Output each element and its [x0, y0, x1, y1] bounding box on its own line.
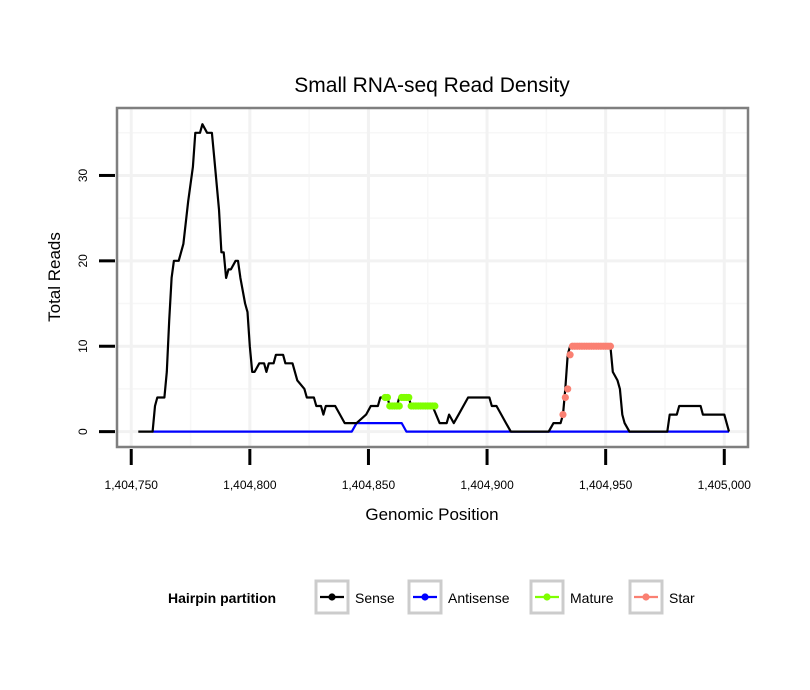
data-point-star	[564, 385, 572, 393]
data-point-star	[606, 342, 615, 350]
x-tick-label: 1,404,750	[105, 478, 159, 492]
x-tick-label: 1,405,000	[698, 478, 752, 492]
series-points-mature	[381, 393, 439, 410]
grid-lines	[117, 108, 748, 447]
data-point-star	[561, 393, 569, 402]
data-point-mature	[395, 402, 403, 410]
data-point-mature	[431, 402, 439, 410]
data-point-star	[559, 410, 567, 419]
legend-item-star: Star	[628, 579, 695, 615]
legend-key-point	[642, 593, 650, 601]
y-tick-label: 10	[76, 339, 90, 353]
legend-label: Star	[669, 590, 695, 606]
x-tick-label: 1,404,900	[460, 478, 514, 492]
data-point-mature	[405, 393, 413, 402]
series-points-star	[559, 342, 615, 419]
chart-title: Small RNA-seq Read Density	[294, 74, 570, 97]
legend-key-point	[421, 593, 429, 601]
y-tick-label: 0	[76, 428, 90, 435]
x-tick-label: 1,404,850	[342, 478, 396, 492]
legend: Hairpin partition Sense Antisense Mature St…	[168, 579, 695, 615]
x-tick-label: 1,404,800	[223, 478, 277, 492]
y-tick-label: 20	[76, 254, 90, 268]
data-point-star	[566, 351, 574, 359]
legend-item-mature: Mature	[529, 579, 614, 615]
legend-item-antisense: Antisense	[407, 579, 510, 615]
plot-panel	[117, 108, 748, 447]
series-line-antisense	[152, 422, 729, 433]
legend-key-point	[328, 593, 336, 601]
x-axis-title: Genomic Position	[365, 505, 498, 524]
series-layer	[138, 123, 731, 433]
y-tick-label: 30	[76, 168, 90, 182]
legend-key-point	[543, 593, 551, 601]
legend-item-sense: Sense	[314, 579, 395, 615]
legend-label: Mature	[570, 590, 614, 606]
x-tick-label: 1,404,950	[579, 478, 633, 492]
legend-title: Hairpin partition	[168, 590, 276, 606]
y-axis-title: Total Reads	[45, 232, 64, 322]
x-axis: 1,404,750 1,404,800 1,404,850 1,404,900 1,40…	[105, 449, 752, 492]
legend-label: Antisense	[448, 590, 510, 606]
legend-label: Sense	[355, 590, 395, 606]
y-axis: 0 10 20 30	[76, 168, 115, 435]
data-point-mature	[383, 393, 392, 402]
plot-border	[115, 106, 750, 449]
